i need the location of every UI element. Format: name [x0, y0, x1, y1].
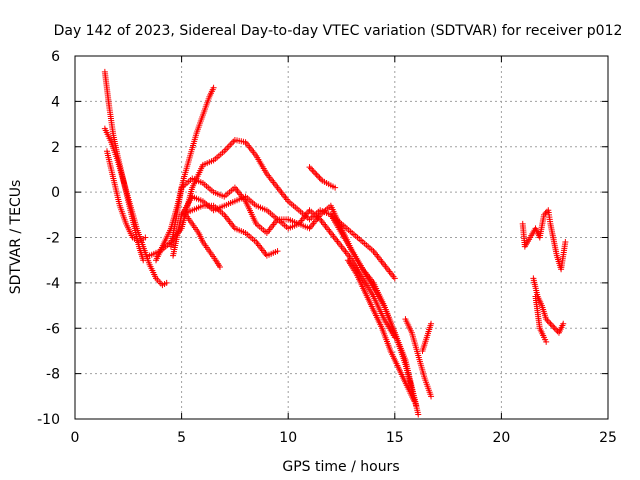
x-tick-label: 20 [492, 430, 510, 446]
data-point [313, 171, 320, 178]
data-point [560, 320, 567, 327]
y-tick-label: 2 [51, 140, 60, 156]
data-point [551, 325, 558, 332]
x-tick-labels: 0 5 10 15 20 25 [71, 430, 617, 446]
y-tick-label: -4 [46, 276, 60, 292]
series-sat-c [103, 148, 149, 246]
data-point [415, 411, 422, 418]
data-point [391, 275, 398, 282]
series-sat-k [344, 257, 417, 404]
data-point [543, 338, 550, 345]
y-tick-label: 4 [51, 94, 60, 110]
data-point [332, 184, 339, 191]
data-point [391, 334, 398, 341]
data-point [413, 402, 420, 409]
y-tick-label: -10 [37, 412, 60, 428]
data-series [101, 68, 569, 418]
data-point [317, 176, 324, 183]
series-sat-n [419, 320, 435, 354]
data-point [309, 167, 316, 174]
series-sat-b [101, 125, 170, 289]
data-point [310, 168, 317, 175]
y-tick-labels: -10 -8 -6 -4 -2 0 2 4 6 [37, 49, 60, 428]
x-tick-label: 0 [71, 430, 80, 446]
data-point [140, 257, 147, 264]
series-sat-h [178, 202, 281, 259]
data-point [210, 84, 217, 91]
data-point [142, 234, 149, 241]
x-axis-label: GPS time / hours [282, 459, 399, 475]
series-sat-q [532, 293, 550, 345]
series-sat-p [530, 275, 567, 336]
data-point [546, 319, 553, 326]
series-sat-g [170, 193, 398, 341]
data-point [428, 393, 435, 400]
data-point [306, 164, 313, 171]
x-tick-label: 15 [386, 430, 404, 446]
data-point [316, 174, 323, 181]
axis-ticks [74, 55, 609, 420]
y-tick-label: 6 [51, 49, 60, 65]
y-tick-label: -6 [46, 321, 60, 337]
data-point [553, 326, 560, 333]
y-tick-label: -2 [46, 231, 60, 247]
series-sat-l [306, 164, 339, 191]
data-point [410, 397, 417, 404]
x-tick-label: 10 [279, 430, 297, 446]
x-tick-label: 25 [599, 430, 617, 446]
data-point [562, 239, 569, 246]
data-point [312, 170, 319, 177]
data-point [274, 248, 281, 255]
series-sat-d [153, 84, 217, 264]
data-point [550, 323, 557, 330]
series-sat-e [146, 136, 422, 418]
data-point [307, 165, 314, 172]
series-sat-i [182, 211, 223, 270]
data-point [548, 322, 555, 329]
data-point [547, 320, 554, 327]
grid-lines [75, 56, 608, 419]
data-point [428, 320, 435, 327]
series-sat-m [402, 316, 435, 400]
x-tick-label: 5 [177, 430, 186, 446]
data-point [216, 263, 223, 270]
y-axis-label: SDTVAR / TECUs [8, 180, 24, 295]
series-sat-j [327, 211, 398, 282]
data-point [163, 279, 170, 286]
y-tick-label: 0 [51, 185, 60, 201]
series-sat-o [519, 207, 569, 273]
chart-title: Day 142 of 2023, Sidereal Day-to-day VTE… [54, 23, 623, 39]
data-point [315, 173, 322, 180]
y-tick-label: -8 [46, 367, 60, 383]
